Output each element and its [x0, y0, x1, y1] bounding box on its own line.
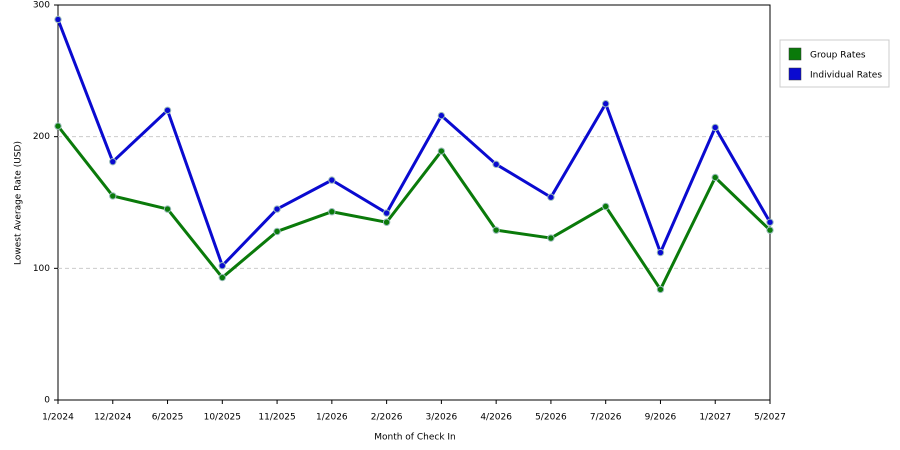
data-point: [656, 285, 665, 294]
data-point: [382, 218, 391, 226]
x-tick-label: 5/2027: [754, 413, 786, 423]
data-point: [273, 227, 281, 236]
x-tick-label: 1/2024: [42, 413, 74, 423]
data-point: [163, 205, 172, 213]
plot-frame: [57, 4, 771, 401]
x-tick-label: 2/2026: [371, 413, 403, 423]
x-tick-label: 4/2026: [480, 413, 512, 423]
legend-label: Individual Rates: [810, 71, 882, 81]
y-tick-label: 300: [33, 1, 50, 11]
y-tick-label: 100: [33, 264, 50, 274]
data-point: [54, 15, 62, 24]
data-point: [547, 234, 555, 242]
data-point: [601, 100, 610, 108]
data-point: [711, 123, 719, 132]
x-tick-label: 5/2026: [535, 413, 567, 423]
x-tick-label: 6/2025: [152, 413, 184, 423]
x-tick-label: 11/2025: [258, 413, 295, 423]
x-tick-label: 9/2026: [645, 413, 677, 423]
data-point: [218, 273, 227, 282]
legend-swatch: [788, 47, 802, 61]
x-axis-label: Month of Check In: [374, 433, 456, 443]
data-point: [109, 157, 117, 166]
data-point: [492, 160, 500, 169]
x-tick-label: 1/2027: [699, 413, 731, 423]
series-line: [56, 125, 772, 291]
x-tick-label: 10/2025: [204, 413, 241, 423]
x-tick-label: 7/2026: [590, 413, 622, 423]
data-point: [218, 262, 227, 270]
data-point: [766, 218, 774, 226]
data-point: [437, 111, 446, 120]
data-point: [711, 173, 719, 182]
data-point: [766, 226, 774, 234]
data-point: [382, 209, 391, 217]
data-point: [54, 122, 62, 130]
data-point: [328, 208, 336, 216]
x-tick-label: 12/2024: [94, 413, 132, 423]
data-point: [547, 193, 555, 201]
data-point: [601, 202, 610, 211]
data-point: [273, 205, 281, 213]
data-point: [437, 147, 446, 155]
data-point: [328, 176, 336, 184]
x-tick-label: 3/2026: [426, 413, 458, 423]
legend-swatch: [788, 67, 802, 81]
data-point: [492, 226, 500, 234]
data-point: [163, 106, 172, 115]
y-tick-label: 200: [33, 132, 50, 142]
legend-label: Group Rates: [810, 51, 866, 61]
y-axis-label: Lowest Average Rate (USD): [14, 141, 24, 265]
data-point: [656, 248, 665, 257]
series-line: [56, 18, 772, 268]
x-tick-label: 1/2026: [316, 413, 348, 423]
y-tick-label: 0: [44, 396, 50, 406]
data-point: [109, 192, 117, 200]
